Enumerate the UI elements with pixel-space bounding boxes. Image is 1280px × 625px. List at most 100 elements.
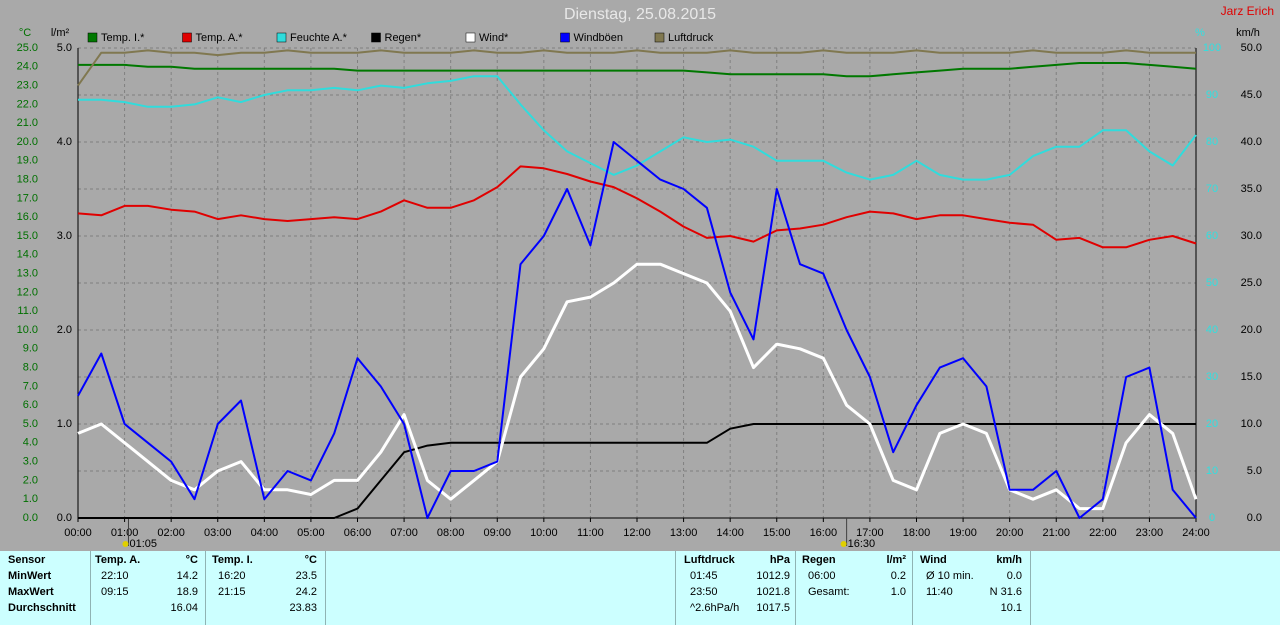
separator: [205, 551, 206, 625]
y2-tick-label: 3.0: [57, 230, 72, 242]
y3-tick-label: 50: [1206, 277, 1218, 289]
x-tick-label: 13:00: [670, 527, 698, 539]
y-tick-label: 2.0: [23, 474, 38, 486]
x-tick-label: 00:00: [64, 527, 92, 539]
y3-tick-label: 0: [1209, 512, 1215, 524]
y-tick-label: 3.0: [23, 456, 38, 468]
y4-axis-label: km/h: [1236, 27, 1260, 39]
stat-value: hPa: [769, 554, 790, 566]
stat-label: Wind: [920, 554, 947, 566]
annotation-label: 16:30: [848, 538, 876, 550]
y-tick-label: 22.0: [17, 98, 38, 110]
y4-tick-label: 35.0: [1241, 183, 1262, 195]
x-tick-label: 24:00: [1182, 527, 1210, 539]
y3-tick-label: 20: [1206, 418, 1218, 430]
stat-value: 16.04: [170, 602, 198, 614]
stat-label: 09:15: [101, 586, 129, 598]
x-tick-label: 06:00: [344, 527, 372, 539]
y4-tick-label: 15.0: [1241, 371, 1262, 383]
stat-label: MaxWert: [8, 586, 54, 598]
y-tick-label: 20.0: [17, 136, 38, 148]
y-tick-label: 18.0: [17, 174, 38, 186]
legend-label: Luftdruck: [668, 32, 714, 44]
series-line: [77, 165, 1197, 249]
y3-tick-label: 90: [1206, 89, 1218, 101]
legend-swatch: [371, 32, 381, 43]
y-tick-label: 4.0: [23, 437, 38, 449]
x-tick-label: 16:00: [810, 527, 838, 539]
stat-value: 23.5: [295, 570, 317, 582]
y-tick-label: 11.0: [17, 305, 38, 317]
y4-tick-label: 20.0: [1241, 324, 1262, 336]
y-tick-label: 1.0: [23, 493, 38, 505]
x-tick-label: 12:00: [623, 527, 651, 539]
y-tick-label: 13.0: [17, 268, 38, 280]
y3-tick-label: 80: [1206, 136, 1218, 148]
x-tick-label: 17:00: [856, 527, 884, 539]
x-tick-label: 05:00: [297, 527, 325, 539]
y4-tick-label: 40.0: [1241, 136, 1262, 148]
stat-label: Luftdruck: [684, 554, 735, 566]
stat-label: Durchschnitt: [8, 602, 76, 614]
stat-value: l/m²: [886, 554, 906, 566]
x-tick-label: 07:00: [390, 527, 418, 539]
annotation-icon: [122, 541, 129, 547]
x-tick-label: 15:00: [763, 527, 791, 539]
y-tick-label: 15.0: [17, 230, 38, 242]
legend-label: Wind*: [479, 32, 509, 44]
x-tick-label: 18:00: [903, 527, 931, 539]
y-tick-label: 14.0: [17, 249, 38, 261]
stat-value: °C: [304, 554, 317, 566]
stat-label: Temp. A.: [95, 554, 141, 566]
y4-tick-label: 30.0: [1241, 230, 1262, 242]
legend-label: Temp. I.*: [101, 32, 145, 44]
legend-swatch: [465, 32, 476, 43]
y4-tick-label: 25.0: [1241, 277, 1262, 289]
y-tick-label: 7.0: [23, 380, 38, 392]
y-tick-label: 5.0: [23, 418, 38, 430]
y-tick-label: 23.0: [17, 80, 38, 92]
stat-value: 1017.5: [756, 602, 790, 614]
legend-label: Windböen: [574, 32, 624, 44]
separator: [912, 551, 913, 625]
separator: [325, 551, 326, 625]
legend-swatch: [276, 32, 287, 43]
y-tick-label: 19.0: [17, 155, 38, 167]
stat-label: 11:40: [926, 586, 953, 598]
x-tick-label: 20:00: [996, 527, 1024, 539]
legend-label: Feuchte A.*: [290, 32, 348, 44]
stat-value: 1012.9: [756, 570, 790, 582]
y-tick-label: 10.0: [17, 324, 38, 336]
stat-label: 23:50: [690, 586, 718, 598]
stat-value: °C: [185, 554, 198, 566]
legend-swatch: [560, 32, 570, 43]
y-tick-label: 12.0: [17, 286, 38, 298]
y3-tick-label: 10: [1206, 465, 1218, 477]
stat-label: 16:20: [218, 570, 246, 582]
stat-value: km/h: [996, 554, 1022, 566]
separator: [675, 551, 676, 625]
y2-tick-label: 1.0: [57, 418, 72, 430]
y-tick-label: 9.0: [23, 343, 38, 355]
annotation-icon: [840, 541, 847, 547]
series-line: [78, 423, 1196, 519]
y4-tick-label: 10.0: [1241, 418, 1262, 430]
y3-tick-label: 40: [1206, 324, 1218, 336]
y3-tick-label: 100: [1203, 42, 1221, 54]
y3-tick-label: 30: [1206, 371, 1218, 383]
stat-label: 22:10: [101, 570, 129, 582]
stat-label: 06:00: [808, 570, 836, 582]
y-tick-label: 16.0: [17, 211, 38, 223]
y3-axis-label: %: [1195, 27, 1205, 39]
y2-tick-label: 4.0: [57, 136, 72, 148]
separator: [1030, 551, 1031, 625]
x-tick-label: 02:00: [157, 527, 185, 539]
x-tick-label: 03:00: [204, 527, 232, 539]
legend-swatch: [654, 32, 665, 43]
stat-value: 10.1: [1000, 602, 1022, 614]
stat-label: MinWert: [8, 570, 52, 582]
stat-label: 01:45: [690, 570, 718, 582]
legend-label: Temp. A.*: [196, 32, 244, 44]
stat-label: Ø 10 min.: [926, 570, 974, 582]
y3-tick-label: 60: [1206, 230, 1218, 242]
